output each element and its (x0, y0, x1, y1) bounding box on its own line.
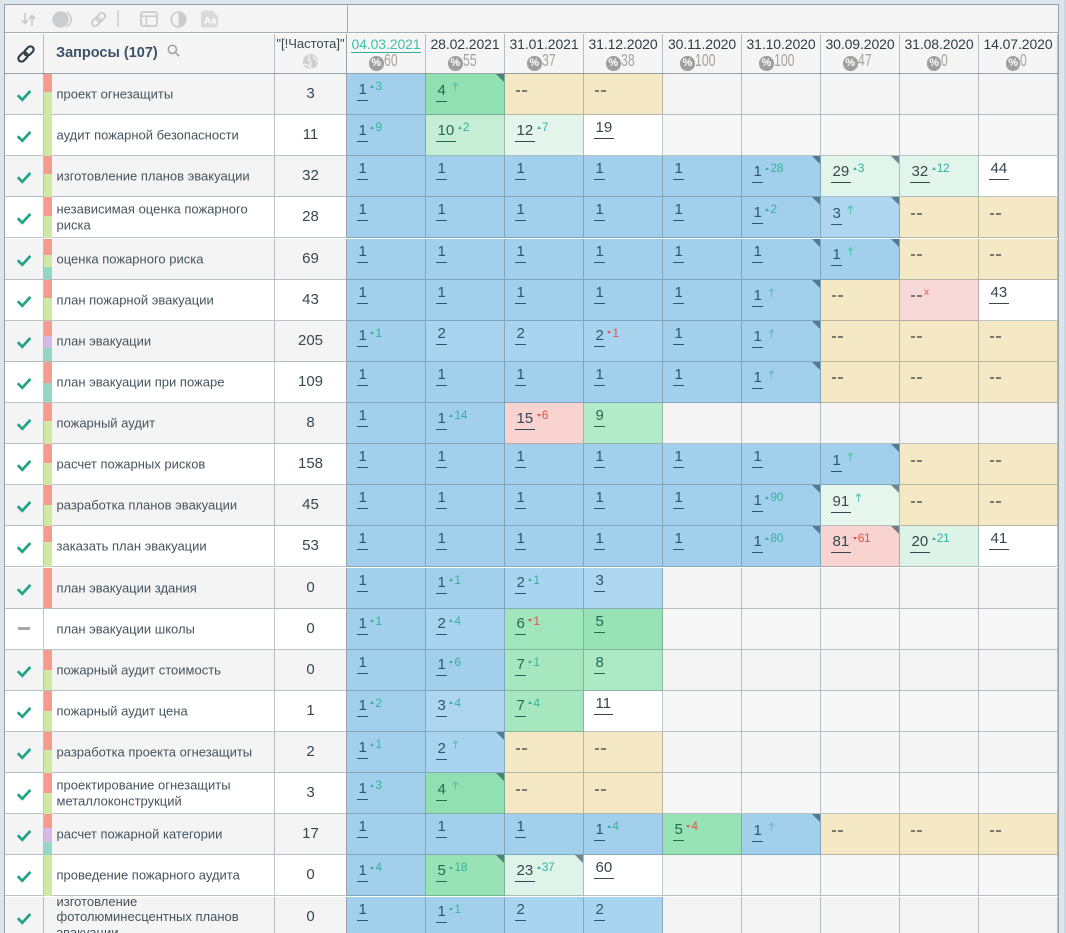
svg-text:Aa: Aa (204, 16, 217, 27)
